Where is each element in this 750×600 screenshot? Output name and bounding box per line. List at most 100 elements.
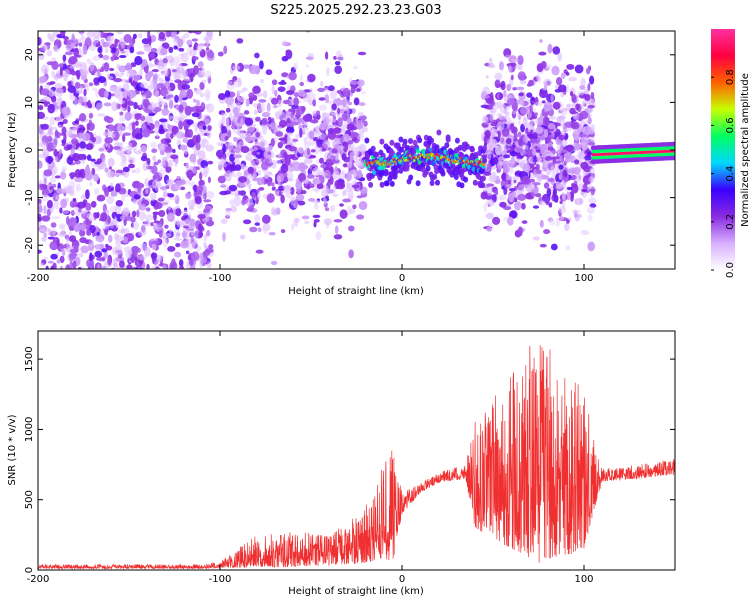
snr-y-tick-label: 1500 bbox=[24, 346, 35, 371]
spectrogram-cell bbox=[574, 159, 580, 165]
spectrogram-cell bbox=[90, 200, 97, 208]
spectrogram-cell bbox=[203, 208, 211, 213]
spectrogram-cell bbox=[332, 185, 337, 194]
spectrogram-cell bbox=[265, 69, 273, 76]
spectrogram-cell bbox=[299, 81, 305, 87]
spectrogram-cell bbox=[162, 57, 168, 64]
spectrogram-cell bbox=[271, 159, 277, 169]
spectrogram-cell bbox=[227, 80, 233, 85]
spectrogram-cell bbox=[100, 31, 104, 32]
spectrogram-cell bbox=[316, 110, 320, 115]
spectrogram-cell bbox=[290, 186, 295, 195]
spectrogram-cell bbox=[355, 120, 364, 130]
spectrogram-cell bbox=[306, 147, 311, 156]
spectrogram-cell bbox=[154, 201, 163, 210]
spectrogram-cell bbox=[257, 192, 261, 200]
spectrogram-cell bbox=[330, 108, 334, 115]
spectrogram-cell bbox=[513, 200, 522, 211]
spectrogram-cell bbox=[560, 72, 566, 79]
spectrogram-cell bbox=[271, 79, 278, 86]
spectrogram-cell bbox=[62, 54, 67, 62]
spectrogram-cell bbox=[158, 31, 166, 40]
spectrogram-cell bbox=[48, 88, 55, 98]
spectrogram-cell bbox=[126, 271, 133, 275]
spectrogram-cell bbox=[404, 162, 410, 169]
spectrogram-cell bbox=[172, 38, 179, 44]
spectrogram-cell bbox=[546, 187, 552, 198]
spectrogram-cell bbox=[82, 45, 88, 55]
spectrogram-cell bbox=[298, 162, 306, 172]
spectrogram-cell bbox=[172, 56, 181, 64]
spectrogram-cell bbox=[187, 240, 191, 245]
spectrogram-cell bbox=[47, 135, 53, 143]
spectrogram-cell bbox=[372, 170, 377, 176]
spectrogram-cell bbox=[175, 242, 181, 248]
chart-title: S225.2025.292.23.23.G03 bbox=[270, 3, 441, 18]
spectrogram-cell bbox=[55, 105, 61, 110]
spectrogram-cell bbox=[220, 184, 227, 188]
spectrogram-cell bbox=[180, 240, 190, 249]
spectrogram-cell bbox=[271, 186, 276, 191]
spectrogram-cell bbox=[61, 250, 66, 257]
spectrogram-cell bbox=[154, 266, 161, 269]
spectrogram-cell bbox=[269, 121, 278, 130]
spectrogram-cell bbox=[108, 124, 114, 132]
spectrogram-cell bbox=[333, 127, 341, 134]
spectrogram-cell bbox=[300, 105, 306, 112]
spectrogram-cell bbox=[453, 174, 459, 180]
spectrogram-cell bbox=[547, 122, 555, 130]
spectrogram-cell bbox=[79, 113, 87, 122]
spectrogram-cell bbox=[70, 269, 79, 273]
spectrogram-cell bbox=[319, 122, 327, 131]
spectrogram-cell bbox=[268, 231, 276, 236]
spectrogram-cell bbox=[254, 222, 261, 226]
spectrogram-cell bbox=[232, 136, 238, 142]
spectrogram-cell bbox=[587, 104, 595, 109]
spectrogram-cell bbox=[341, 112, 348, 122]
spectrogram-cell bbox=[94, 187, 100, 196]
spectrogram-cell bbox=[590, 92, 595, 100]
spectrogram-cell bbox=[117, 122, 122, 127]
spectrogram-cell bbox=[66, 156, 74, 165]
spectrogram-cell bbox=[525, 192, 532, 200]
spectrogram-cell bbox=[173, 45, 178, 50]
spectrogram-cell bbox=[143, 220, 151, 226]
spectrogram-cell bbox=[415, 180, 421, 187]
spectrogram-cell bbox=[64, 51, 73, 56]
spectrogram-cell bbox=[38, 217, 42, 222]
spectrogram-cell bbox=[334, 157, 340, 161]
spectrogram-cell bbox=[42, 146, 46, 157]
spectrogram-cell bbox=[330, 204, 336, 212]
spectrogram-cell bbox=[207, 176, 211, 184]
spectrogram-cell bbox=[316, 183, 324, 190]
spectrogram-cell bbox=[105, 267, 109, 269]
spectrogram-cell bbox=[499, 61, 504, 71]
spectrogram-cell bbox=[515, 147, 524, 153]
spectrogram-cell bbox=[481, 94, 490, 99]
spectrogram-cell bbox=[133, 194, 141, 200]
spectrogram-cell bbox=[56, 37, 60, 41]
spectrogram-cell bbox=[257, 102, 266, 110]
spectrogram-cell bbox=[542, 116, 550, 126]
spectrogram-y-tick-label: -10 bbox=[24, 189, 35, 205]
spectrogram-cell bbox=[191, 112, 200, 118]
spectrogram-cell bbox=[81, 158, 85, 165]
spectrogram-cell bbox=[463, 176, 469, 183]
spectrogram-cell bbox=[73, 47, 80, 57]
spectrogram-cell bbox=[238, 190, 242, 195]
spectrogram-cell bbox=[322, 139, 331, 149]
spectrogram-cell bbox=[199, 92, 205, 98]
snr-x-axis-label: Height of straight line (km) bbox=[288, 586, 424, 597]
spectrogram-cell bbox=[178, 259, 184, 267]
spectrogram-cell bbox=[119, 151, 126, 158]
spectrogram-cell bbox=[68, 56, 78, 65]
spectrogram-cell bbox=[224, 90, 231, 98]
spectrogram-cell bbox=[352, 204, 357, 210]
snr-y-tick-label: 500 bbox=[24, 490, 35, 509]
spectrogram-cell bbox=[356, 88, 361, 92]
spectrogram-cell bbox=[284, 189, 292, 193]
spectrogram-cell bbox=[282, 185, 292, 191]
spectrogram-cell bbox=[499, 201, 507, 208]
spectrogram-cell bbox=[313, 145, 320, 155]
